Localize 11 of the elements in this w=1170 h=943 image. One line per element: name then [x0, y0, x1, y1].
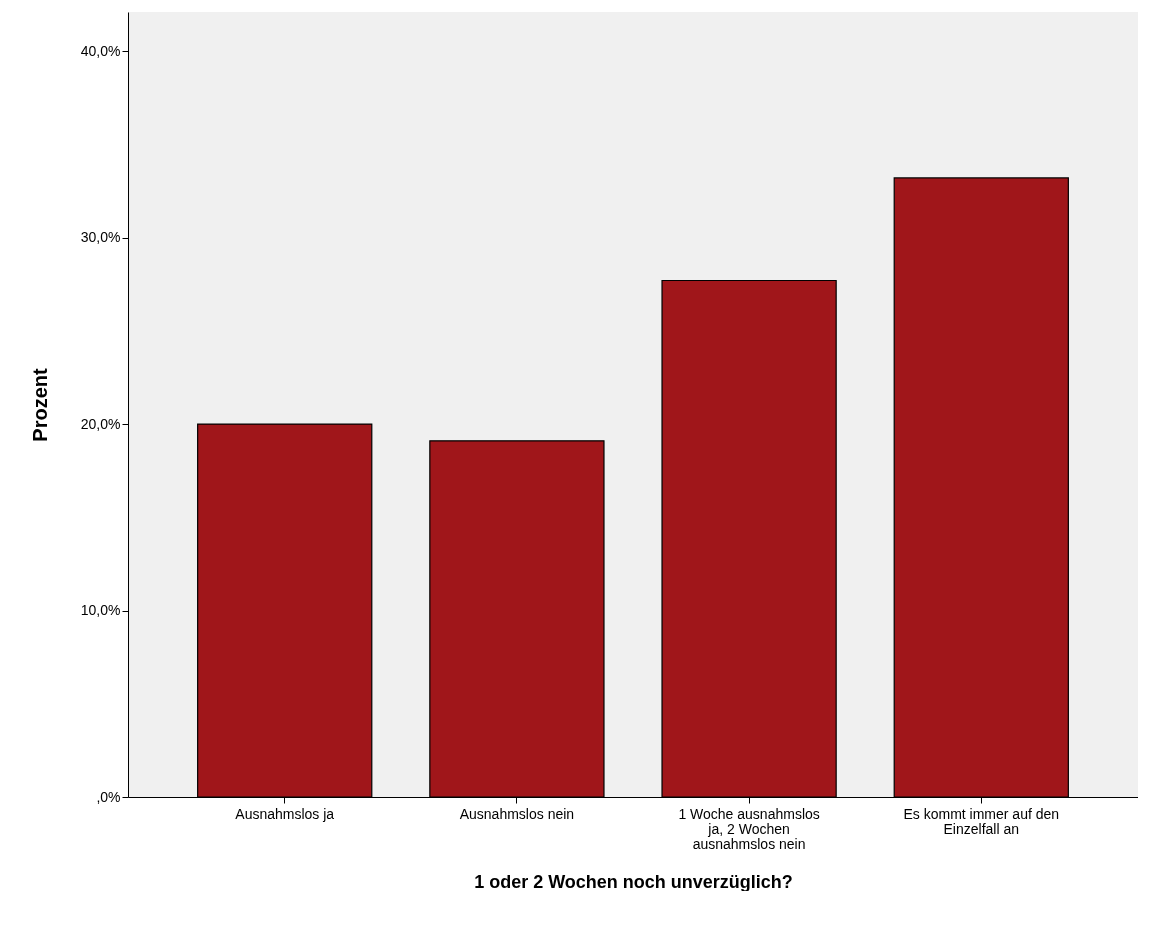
x-tick-label: 1 Woche ausnahmslos ja, 2 Wochen ausnahmslos nein [678, 805, 820, 852]
x-tick-label: Ausnahmslos ja [235, 805, 335, 822]
x-axis-title: 1 oder 2 Wochen noch unverzüglich? [474, 871, 793, 892]
y-tick-label: 10,0% [80, 602, 121, 619]
y-tick-label: 30,0% [80, 229, 121, 246]
y-axis-title: Prozent [28, 367, 51, 442]
x-tick-label: Es kommt immer auf den Einzelfall an [903, 805, 1060, 837]
y-tick-label: 40,0% [80, 42, 121, 59]
x-tick-label: Ausnahmslos nein [459, 805, 575, 822]
y-tick-label: ,0% [96, 788, 121, 805]
y-tick-label: 20,0% [80, 415, 121, 432]
